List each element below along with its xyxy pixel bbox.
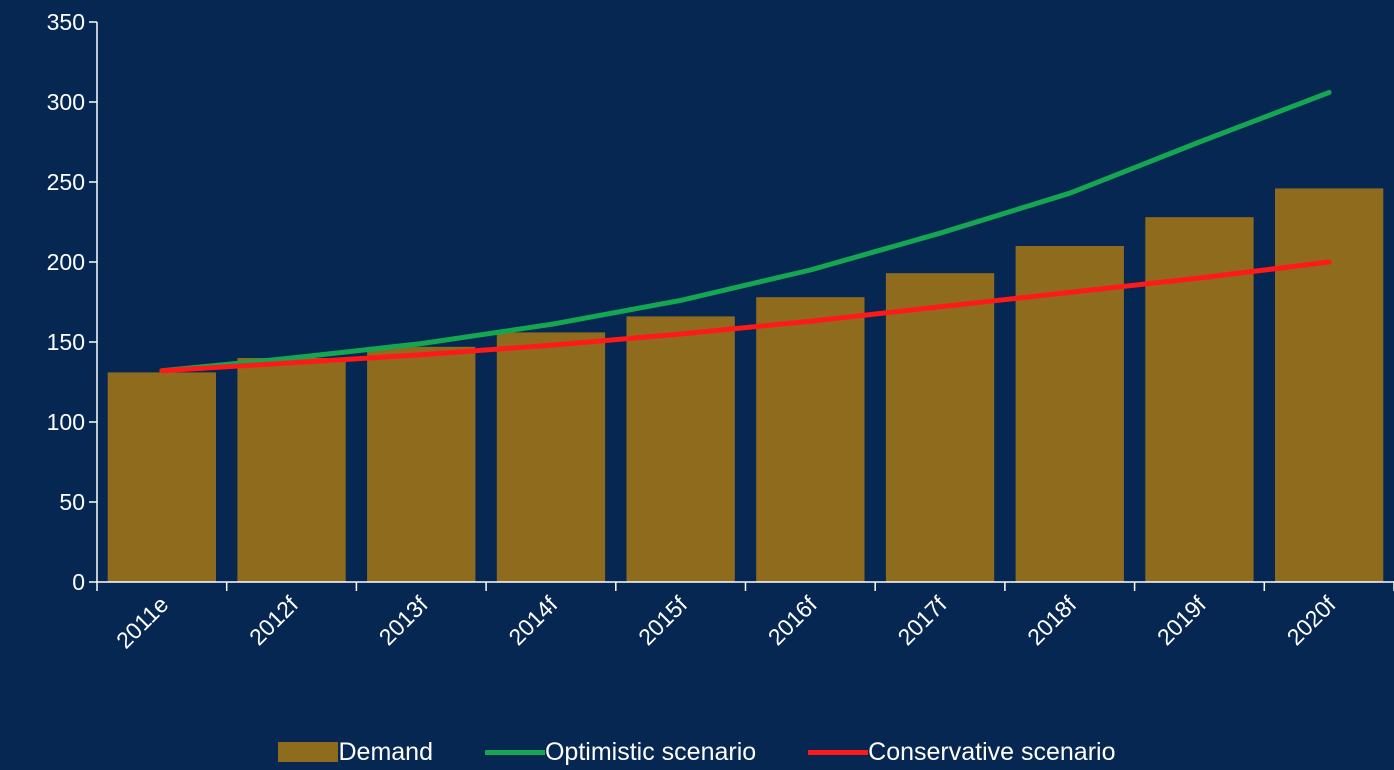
legend-swatch-conservative <box>808 750 868 755</box>
bar-2020f <box>1275 188 1383 582</box>
legend-item-conservative: Conservative scenario <box>808 738 1115 767</box>
y-tick-label: 0 <box>72 569 85 595</box>
bar-2016f <box>756 297 864 582</box>
x-tick-label: 2011e <box>111 591 173 653</box>
y-tick-label: 100 <box>47 409 85 435</box>
legend-label-demand: Demand <box>338 738 433 767</box>
y-tick-label: 350 <box>47 9 85 35</box>
bar-group <box>108 188 1384 582</box>
legend-label-optimistic: Optimistic scenario <box>545 738 756 767</box>
legend-item-optimistic: Optimistic scenario <box>485 738 756 767</box>
y-tick-label: 250 <box>47 169 85 195</box>
bar-2015f <box>627 316 735 582</box>
x-tick-label: 2014f <box>503 591 563 651</box>
x-tick-label: 2016f <box>763 591 823 651</box>
x-tick-label: 2015f <box>633 591 693 651</box>
legend-swatch-optimistic <box>485 750 545 755</box>
bar-2014f <box>497 332 605 582</box>
x-tick-label: 2019f <box>1152 591 1212 651</box>
legend-label-conservative: Conservative scenario <box>868 738 1115 767</box>
y-tick-label: 50 <box>59 489 85 515</box>
y-tick-label: 200 <box>47 249 85 275</box>
x-tick-label: 2012f <box>244 591 304 651</box>
x-tick-label: 2017f <box>892 591 952 651</box>
bar-2011e <box>108 372 216 582</box>
demand-scenario-chart: 0 50 100 150 200 250 300 350 2011e 2012f 2013f 2014… <box>0 0 1394 730</box>
x-tick-label: 2013f <box>374 591 434 651</box>
bar-2012f <box>237 358 345 582</box>
legend-swatch-demand <box>278 742 338 762</box>
legend-item-demand: Demand <box>278 738 433 767</box>
bar-2013f <box>367 347 475 582</box>
y-tick-label: 300 <box>47 89 85 115</box>
x-tick-label: 2018f <box>1022 591 1082 651</box>
legend: Demand Optimistic scenario Conservative … <box>0 734 1394 770</box>
y-tick-label: 150 <box>47 329 85 355</box>
bar-2017f <box>886 273 994 582</box>
x-tick-label: 2020f <box>1282 591 1342 651</box>
